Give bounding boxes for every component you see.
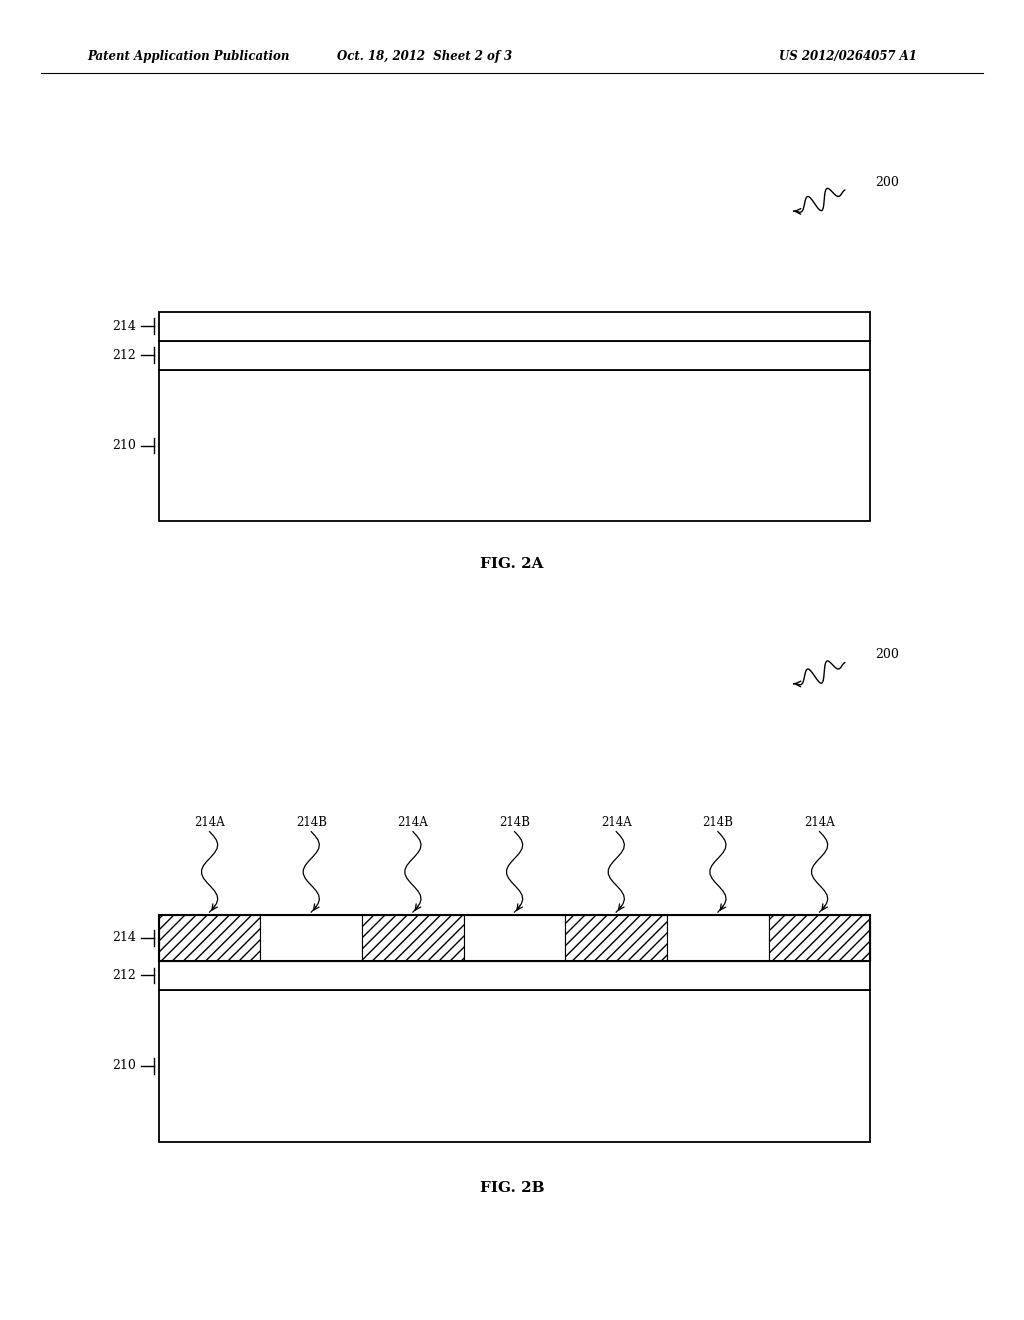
- Text: 210: 210: [113, 1060, 136, 1072]
- Bar: [159, 915, 260, 961]
- Text: FIG. 2B: FIG. 2B: [479, 1181, 545, 1195]
- Text: US 2012/0264057 A1: US 2012/0264057 A1: [778, 50, 916, 63]
- Text: 212: 212: [113, 969, 136, 982]
- Text: 214A: 214A: [397, 816, 428, 829]
- Text: 214: 214: [113, 932, 136, 944]
- Bar: [159, 370, 870, 521]
- Text: FIG. 2A: FIG. 2A: [480, 557, 544, 570]
- Bar: [260, 915, 362, 961]
- Text: 214B: 214B: [702, 816, 733, 829]
- Text: 214A: 214A: [195, 816, 225, 829]
- Text: Patent Application Publication: Patent Application Publication: [87, 50, 290, 63]
- Text: 214: 214: [113, 319, 136, 333]
- Bar: [159, 961, 870, 990]
- Bar: [565, 915, 667, 961]
- Text: 214B: 214B: [499, 816, 530, 829]
- Bar: [159, 312, 870, 341]
- Bar: [159, 915, 870, 961]
- Bar: [667, 915, 769, 961]
- Text: 214A: 214A: [804, 816, 835, 829]
- Text: 210: 210: [113, 440, 136, 451]
- Text: Oct. 18, 2012  Sheet 2 of 3: Oct. 18, 2012 Sheet 2 of 3: [337, 50, 513, 63]
- Text: 200: 200: [876, 648, 899, 661]
- Bar: [362, 915, 464, 961]
- Text: 200: 200: [876, 176, 899, 189]
- Bar: [769, 915, 870, 961]
- Bar: [159, 990, 870, 1142]
- Text: 214B: 214B: [296, 816, 327, 829]
- Bar: [464, 915, 565, 961]
- Bar: [159, 341, 870, 370]
- Text: 214A: 214A: [601, 816, 632, 829]
- Text: 212: 212: [113, 348, 136, 362]
